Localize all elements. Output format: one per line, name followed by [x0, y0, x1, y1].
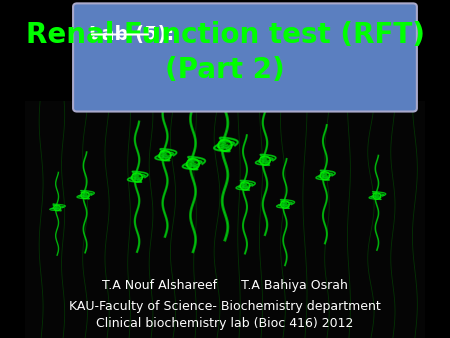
Circle shape: [159, 151, 171, 160]
Text: Renal Function test (RFT)
(Part 2): Renal Function test (RFT) (Part 2): [26, 21, 424, 84]
Circle shape: [260, 156, 270, 165]
Circle shape: [240, 182, 250, 190]
Text: Lab (5):: Lab (5):: [89, 25, 174, 44]
Circle shape: [132, 173, 142, 182]
Text: Clinical biochemistry lab (Bioc 416) 2012: Clinical biochemistry lab (Bioc 416) 201…: [96, 317, 354, 330]
Text: KAU-Faculty of Science- Biochemistry department: KAU-Faculty of Science- Biochemistry dep…: [69, 300, 381, 313]
Circle shape: [218, 140, 232, 151]
Circle shape: [373, 193, 381, 199]
Circle shape: [187, 159, 199, 169]
Text: T.A Nouf Alshareef      T.A Bahiya Osrah: T.A Nouf Alshareef T.A Bahiya Osrah: [102, 280, 348, 292]
FancyBboxPatch shape: [73, 3, 417, 112]
Circle shape: [81, 192, 89, 199]
Circle shape: [54, 205, 60, 211]
Bar: [25, 101, 425, 338]
Circle shape: [320, 172, 330, 180]
Circle shape: [281, 201, 289, 208]
